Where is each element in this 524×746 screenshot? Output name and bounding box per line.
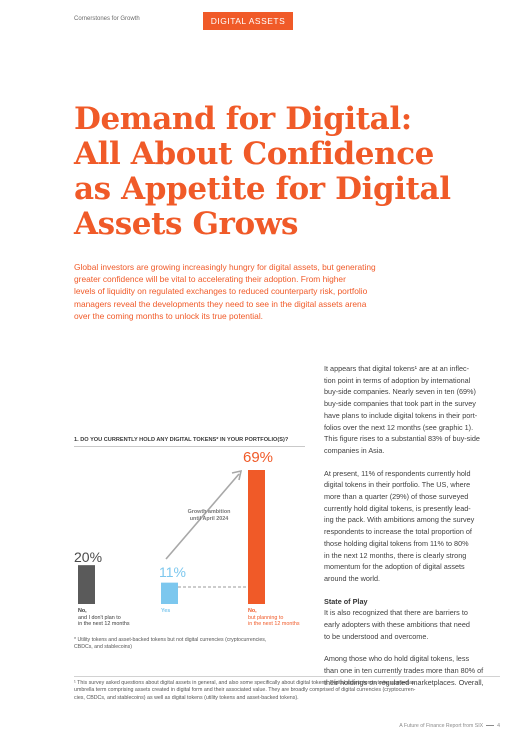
section-heading: State of Play [324, 596, 368, 606]
growth-arrow-head [231, 469, 243, 481]
bar-1 [161, 582, 178, 604]
category-label-0: No, and I don't plan to in the next 12 mon… [78, 608, 130, 628]
category-label-bold: Yes [161, 608, 171, 614]
value-label-0: 20% [74, 549, 102, 565]
category-tag: DIGITAL ASSETS [203, 12, 293, 30]
value-label-1: 11% [159, 564, 186, 580]
body-line: ing the pack. With ambitions among the s… [324, 515, 475, 525]
body-line: buy-side companies. Nearly seven in ten … [324, 387, 476, 397]
growth-annotation-line2: until April 2024 [190, 516, 228, 522]
category-label-line: but planning to [248, 614, 284, 621]
body-line: companies in Asia. [324, 445, 385, 455]
footnote: ¹ This survey asked questions about digi… [74, 680, 500, 702]
intro-line: greater confidence will be vital to acce… [74, 274, 346, 285]
page-footer: A Future of Finance Report from SIX 4 [399, 723, 500, 729]
title-line: Demand for Digital: [74, 101, 412, 137]
body-line: their holdings on regulated marketplaces… [324, 677, 484, 687]
footnote-divider [74, 676, 500, 677]
category-label-line: in the next 12 months [78, 621, 130, 628]
chart-title: 1. DO YOU CURRENTLY HOLD ANY DIGITAL TOK… [74, 437, 289, 443]
page-title: Demand for Digital: All About Confidence… [74, 102, 494, 242]
category-label-line: in the next 12 months [248, 621, 300, 628]
intro-line: over the coming months to unlock its tru… [74, 310, 264, 321]
category-label-bold: No, [78, 608, 87, 614]
body-line: have plans to include digital tokens in … [324, 410, 478, 420]
category-label-line: and I don't plan to [78, 614, 121, 621]
report-name: A Future of Finance Report from SIX [399, 723, 484, 729]
chart-footnote-line: * Utility tokens and asset-backed tokens… [74, 637, 267, 643]
body-line: around the world. [324, 573, 381, 583]
intro-line: Global investors are growing increasingl… [74, 262, 376, 272]
title-line: as Appetite for Digital [74, 171, 451, 207]
body-line: Among those who do hold digital tokens, … [324, 654, 470, 664]
body-line: digital tokens in their portfolio. The U… [324, 480, 471, 490]
value-label-2: 69% [243, 449, 273, 466]
footnote-line: ¹ This survey asked questions about digi… [74, 680, 415, 686]
bar-0 [78, 565, 95, 604]
body-line: currently hold digital tokens, is presen… [324, 503, 471, 513]
body-line: in the next 12 months, there is clearly … [324, 550, 467, 560]
intro-line: managers reveal the developments they ne… [74, 298, 367, 309]
body-line: tion point in terms of adoption by inter… [324, 375, 471, 385]
body-line: than one in ten currently trades more th… [324, 666, 484, 676]
footnote-line: cies, CBDCs, and stablecoins) as well as… [74, 694, 299, 701]
category-label-1: Yes [161, 608, 170, 615]
intro-line: levels of liquidity on regulated exchang… [74, 286, 368, 297]
body-line: It appears that digital tokens¹ are at a… [324, 364, 470, 373]
body-line: momentum for the adoption of digital ass… [324, 562, 465, 572]
bar-2 [248, 470, 265, 604]
body-line: It is also recognized that there are bar… [324, 608, 468, 618]
growth-arrow-line [165, 473, 240, 560]
title-line: Assets Grows [74, 206, 299, 242]
page-number: 4 [497, 723, 500, 729]
body-line: those holding digital tokens from 11% to… [324, 538, 469, 548]
category-label-2: No, but planning to in the next 12 months [248, 608, 300, 628]
chart-footnote-line: CBDCs, and stablecoins) [74, 644, 132, 651]
body-line: At present, 11% of respondents currently… [324, 468, 471, 478]
body-line: respondents to increase the total propor… [324, 527, 472, 537]
body-text: It appears that digital tokens¹ are at a… [324, 363, 500, 689]
body-line: buy-side companies that took part in the… [324, 399, 476, 409]
category-label-bold: No, [248, 608, 257, 614]
section-label: Cornerstones for Growth [74, 16, 140, 22]
body-line: to be understood and overcome. [324, 631, 429, 641]
footnote-line: umbrella term comprising assets created … [74, 687, 416, 694]
body-line: folios over the next 12 months (see grap… [324, 422, 474, 432]
chart-divider [74, 446, 305, 447]
growth-annotation-line1: Growth ambition [188, 509, 231, 515]
body-line: This figure rises to a substantial 83% o… [324, 434, 480, 444]
intro-paragraph: Global investors are growing increasingl… [74, 261, 404, 322]
chart-footnote: * Utility tokens and asset-backed tokens… [74, 637, 304, 651]
body-line: early adopters with these ambitions that… [324, 620, 470, 630]
title-line: All About Confidence [74, 136, 434, 172]
body-line: more than a quarter (29%) of those surve… [324, 492, 469, 502]
